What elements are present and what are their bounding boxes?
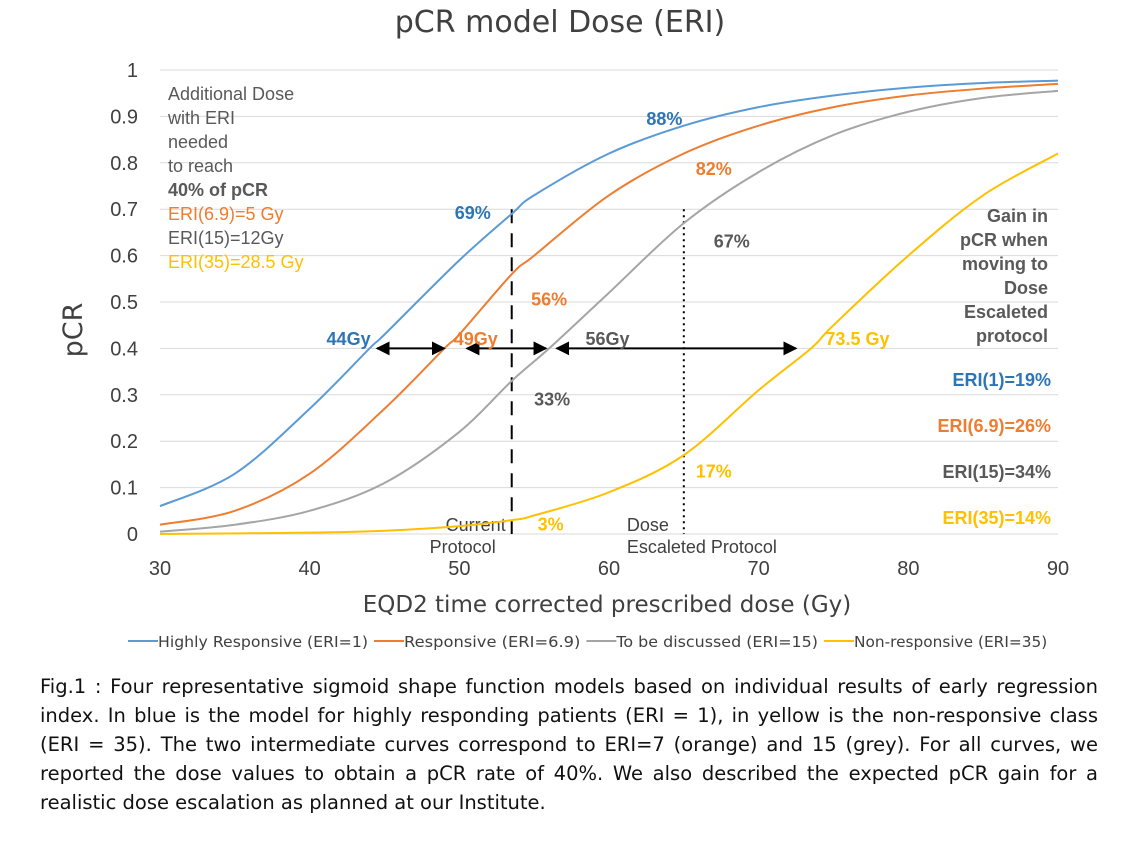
series-line <box>159 79 1059 508</box>
y-axis-label: pCR <box>58 303 89 358</box>
protocol-label: Escaleted Protocol <box>627 537 777 557</box>
right-note-heading: Escaleted <box>964 302 1048 322</box>
point-label: 69% <box>455 203 491 223</box>
legend-label: Non-responsive (ERI=35) <box>854 633 1047 651</box>
y-tick-label: 0.7 <box>110 199 138 221</box>
y-tick-label: 0.4 <box>110 338 138 360</box>
point-label: 49Gy <box>454 329 498 349</box>
y-axis-ticks: 0 0.1 0.2 0.3 0.4 0.5 0.6 0.7 0.8 0.9 1 <box>110 60 138 546</box>
y-tick-label: 0.5 <box>110 292 138 314</box>
left-note-line: Additional Dose <box>168 84 294 104</box>
series-curves <box>159 79 1059 535</box>
left-note-line: with ERI <box>167 108 235 128</box>
x-tick-label: 70 <box>748 558 770 580</box>
series-line <box>159 89 1059 533</box>
point-label: 3% <box>538 515 564 535</box>
left-note-line: to reach <box>168 156 233 176</box>
y-tick-label: 0.6 <box>110 246 138 268</box>
point-label: 73.5 Gy <box>825 329 889 349</box>
x-tick-label: 40 <box>299 558 321 580</box>
right-note-heading: pCR when <box>960 230 1048 250</box>
y-tick-label: 0.3 <box>110 385 138 407</box>
series-line <box>159 82 1059 526</box>
figure-caption: Fig.1 : Four representative sigmoid shap… <box>40 675 1098 814</box>
legend-label: Responsive (ERI=6.9) <box>404 633 580 651</box>
y-tick-label: 0 <box>127 524 138 546</box>
point-label: 33% <box>534 389 570 409</box>
right-note-heading: Dose <box>1004 278 1048 298</box>
right-note-gain: ERI(1)=19% <box>952 370 1051 390</box>
series-line <box>159 152 1059 535</box>
y-tick-label: 0.8 <box>110 153 138 175</box>
x-tick-label: 80 <box>897 558 919 580</box>
protocol-label: Dose <box>627 515 669 535</box>
x-tick-label: 90 <box>1047 558 1069 580</box>
x-tick-label: 30 <box>149 558 171 580</box>
x-tick-label: 50 <box>448 558 470 580</box>
left-note-line: ERI(6.9)=5 Gy <box>168 204 284 224</box>
right-note-gain: ERI(6.9)=26% <box>937 416 1051 436</box>
pcr-dose-chart: pCR model Dose (ERI) 0 0.1 0.2 0.3 0.4 0.5 0.6… <box>58 5 1069 651</box>
point-label: 88% <box>646 109 682 129</box>
legend: Highly Responsive (ERI=1) Responsive (ERI… <box>128 633 1047 651</box>
right-note-gain: ERI(35)=14% <box>942 508 1051 528</box>
chart-title: pCR model Dose (ERI) <box>395 5 725 40</box>
legend-label: Highly Responsive (ERI=1) <box>158 633 368 651</box>
point-label: 56Gy <box>585 329 629 349</box>
right-note-heading: Gain in <box>987 206 1048 226</box>
x-axis-ticks: 30 40 50 60 70 80 90 <box>149 558 1069 580</box>
left-note-line: needed <box>168 132 228 152</box>
protocol-label: Protocol <box>430 537 496 557</box>
legend-label: To be discussed (ERI=15) <box>615 633 818 651</box>
point-label: 44Gy <box>327 329 371 349</box>
x-axis-label: EQD2 time corrected prescribed dose (Gy) <box>363 592 852 618</box>
point-label: 67% <box>714 232 750 252</box>
point-label: 56% <box>531 290 567 310</box>
y-tick-label: 0.9 <box>110 106 138 128</box>
left-note-line: ERI(35)=28.5 Gy <box>168 252 304 272</box>
left-note-line: 40% of pCR <box>168 180 268 200</box>
right-note-heading: moving to <box>962 254 1048 274</box>
right-note-heading: protocol <box>976 326 1048 346</box>
right-annotation: Gain in pCR when moving to Dose Escaleted pro… <box>937 206 1051 528</box>
left-note-line: ERI(15)=12Gy <box>168 228 284 248</box>
y-tick-label: 0.2 <box>110 431 138 453</box>
right-note-gain: ERI(15)=34% <box>942 462 1051 482</box>
x-tick-label: 60 <box>598 558 620 580</box>
gridlines <box>160 69 1058 535</box>
y-tick-label: 1 <box>127 60 138 82</box>
point-labels: 88% 69% 82% 56% 67% 33% 17% 3% 44Gy 49Gy 56Gy 73.5 … <box>327 109 890 535</box>
point-label: 82% <box>696 159 732 179</box>
left-annotation: Additional Dose with ERI needed to reach 40%… <box>167 84 304 272</box>
y-tick-label: 0.1 <box>110 478 138 500</box>
point-label: 17% <box>696 461 732 481</box>
